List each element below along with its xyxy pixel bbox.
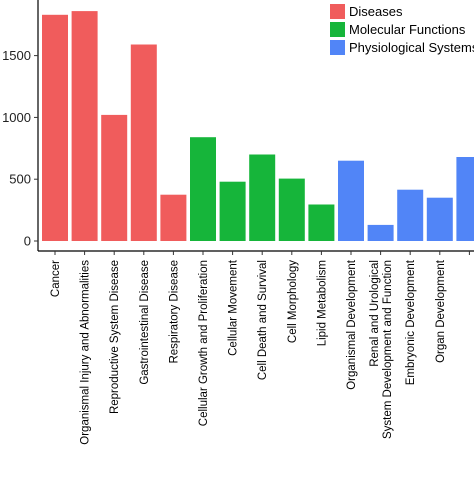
y-tick-label-1: 500 xyxy=(9,172,31,187)
bar-13 xyxy=(426,197,453,241)
legend-background xyxy=(326,0,474,60)
legend-swatch-0 xyxy=(330,4,345,19)
bar-1 xyxy=(71,11,98,241)
bar-14 xyxy=(456,157,474,241)
bar-5 xyxy=(190,137,216,241)
legend-label-1: Molecular Functions xyxy=(349,22,466,37)
bar-12 xyxy=(397,189,424,241)
bar-4 xyxy=(160,194,187,241)
bar-8 xyxy=(278,178,305,241)
y-ticks-layer: 0 500 1000 1500 xyxy=(2,48,38,249)
legend-label-0: Diseases xyxy=(349,4,403,19)
x-tick-label-5: Cellular Growth and Proliferation xyxy=(198,260,210,426)
x-tick-label-6: Cellular Movement xyxy=(228,259,240,356)
bar-2 xyxy=(101,114,128,241)
legend-swatch-2 xyxy=(330,40,345,55)
bars-layer xyxy=(42,11,474,241)
bar-10 xyxy=(338,160,364,241)
x-tick-label-1: Organismal Injury and Abnormalities xyxy=(80,260,92,445)
x-tick-label-11-line-0: Renal and Urological xyxy=(369,260,381,367)
bar-6 xyxy=(219,181,246,241)
bar-0 xyxy=(42,14,68,241)
y-tick-label-3: 1500 xyxy=(2,48,31,63)
legend-swatch-1 xyxy=(330,22,345,37)
bar-3 xyxy=(130,44,157,241)
bar-9 xyxy=(308,204,335,241)
x-tick-label-9: Lipid Metabolism xyxy=(316,260,328,346)
x-tick-label-2: Reproductive System Disease xyxy=(109,260,121,414)
legend: Diseases Molecular Functions Physiological… xyxy=(326,0,474,60)
y-tick-label-0: 0 xyxy=(24,234,31,249)
x-tick-label-8: Cell Morphology xyxy=(287,260,299,343)
x-tick-label-7: Cell Death and Survival xyxy=(257,260,269,380)
y-tick-label-2: 1000 xyxy=(2,110,31,125)
axes-layer xyxy=(37,0,474,252)
x-tick-label-0: Cancer xyxy=(50,260,62,297)
x-tick-label-13: Organ Development xyxy=(435,259,447,363)
x-tick-label-3: Gastrointestinal Disease xyxy=(139,260,151,385)
x-tick-label-12: Embryonic Development xyxy=(405,259,417,385)
x-ticks-layer: Cancer Organismal Injury and Abnormalitie… xyxy=(50,251,470,445)
bar-11 xyxy=(367,224,394,241)
x-tick-label-4: Respiratory Disease xyxy=(168,260,180,364)
x-tick-label-10: Organismal Development xyxy=(346,259,358,390)
x-tick-label-11-line-1: System Development and Function xyxy=(382,260,394,439)
bar-7 xyxy=(249,154,276,241)
legend-label-2: Physiological Systems xyxy=(349,40,474,55)
